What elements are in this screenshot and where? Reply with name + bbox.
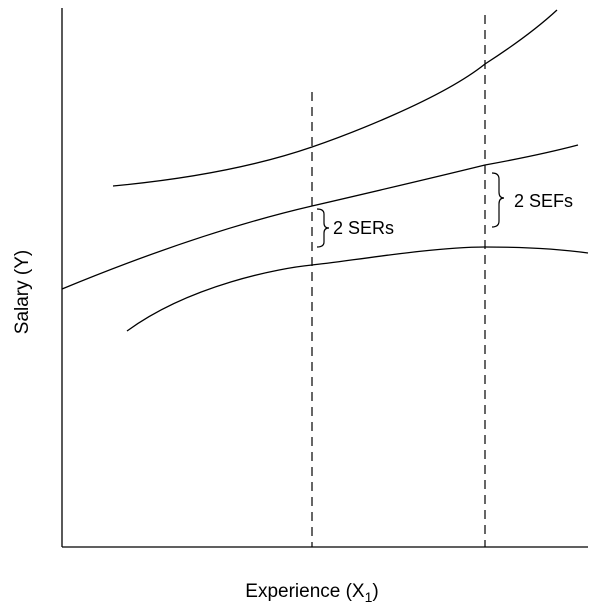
upper-band-curve <box>112 9 558 187</box>
regression-line <box>61 144 579 290</box>
y-axis-label: Salary (Y) <box>12 250 33 334</box>
ser-brace <box>316 208 330 248</box>
sef-brace <box>491 172 505 228</box>
sef-label: 2 SEFs <box>514 191 573 211</box>
ser-label: 2 SERs <box>333 218 394 238</box>
lower-band-curve <box>126 246 589 332</box>
x-axis-label: Experience (X1) <box>245 581 378 605</box>
